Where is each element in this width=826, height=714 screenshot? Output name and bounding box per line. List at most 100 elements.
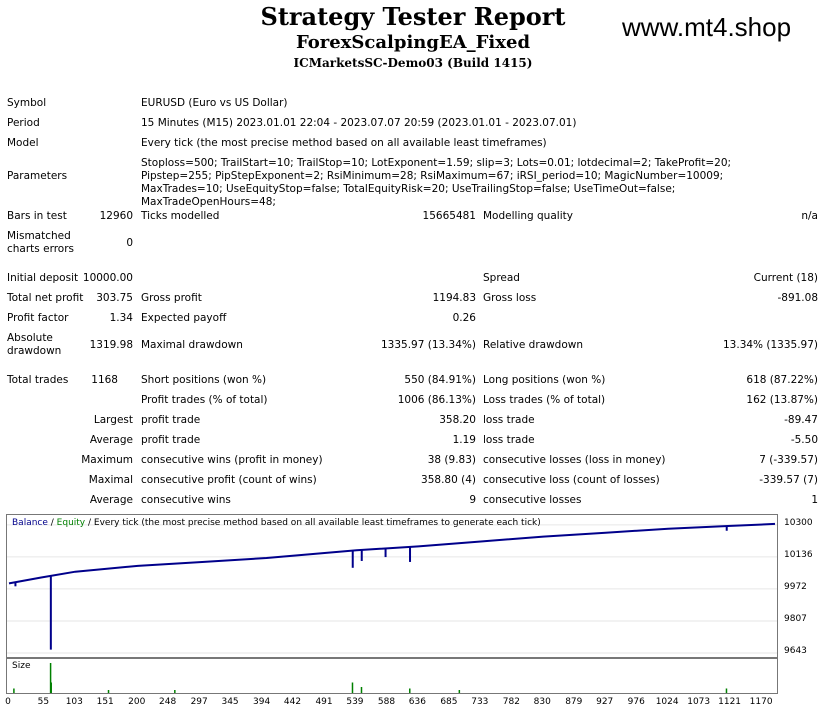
x-tick-label: 0: [5, 697, 11, 707]
y-tick-label: 9972: [784, 581, 807, 592]
x-tick-label: 782: [502, 697, 520, 707]
x-tick-label: 976: [627, 697, 645, 707]
ptrades-label: Profit trades (% of total): [141, 394, 268, 406]
bars-label: Bars in test: [7, 210, 67, 222]
legend-model: / Every tick (the most precise method ba…: [85, 518, 541, 528]
size-bar: [458, 690, 461, 693]
maxwins-value: 38 (9.83): [427, 454, 476, 466]
avglosses-label: consecutive losses: [483, 494, 582, 506]
expected-value: 0.26: [452, 312, 476, 324]
short-label: Short positions (won %): [141, 374, 267, 386]
ticks-value: 15665481: [422, 210, 476, 222]
x-tick-label: 297: [190, 697, 208, 707]
reldd-value: 13.34% (1335.97): [723, 339, 818, 351]
y-tick-label: 9643: [784, 646, 807, 656]
x-tick-label: 927: [596, 697, 614, 707]
maxdd-value: 1335.97 (13.34%): [381, 339, 476, 351]
trades-value: 1168: [91, 374, 118, 386]
largest-label: Largest: [93, 414, 133, 426]
parameters-value: Stoploss=500; TrailStart=10; TrailStop=1…: [141, 157, 732, 208]
maxwins-label: consecutive wins (profit in money): [141, 454, 323, 466]
x-tick-label: 879: [565, 697, 583, 707]
long-label: Long positions (won %): [483, 374, 606, 386]
maxloss-value: -339.57 (7): [759, 474, 818, 486]
x-tick-label: 830: [533, 697, 551, 707]
largest-loss-label: loss trade: [483, 414, 535, 426]
x-tick-label: 55: [37, 697, 50, 707]
size-bar: [409, 688, 411, 693]
netprofit-value: 303.75: [96, 292, 133, 304]
short-value: 550 (84.91%): [404, 374, 476, 386]
maxloss-label: consecutive loss (count of losses): [483, 474, 660, 486]
grossprofit-label: Gross profit: [141, 292, 202, 304]
report-title: Strategy Tester Report: [260, 2, 566, 31]
quality-label: Modelling quality: [483, 210, 573, 222]
x-tick-label: 394: [253, 697, 271, 707]
expected-label: Expected payoff: [141, 312, 227, 324]
largest-loss-value: -89.47: [784, 414, 818, 426]
x-tick-label: 200: [128, 697, 146, 707]
maxprofit-label: consecutive profit (count of wins): [141, 474, 317, 486]
size-bar: [725, 688, 728, 693]
trades-label: Total trades: [7, 374, 69, 386]
symbol-label: Symbol: [7, 97, 47, 109]
legend-balance: Balance: [12, 518, 48, 528]
avglosses-value: 1: [811, 494, 818, 506]
spread-value: Current (18): [753, 272, 818, 284]
ltrades-label: Loss trades (% of total): [483, 394, 606, 406]
grossprofit-value: 1194.83: [432, 292, 476, 304]
size-chart-svg: [13, 663, 728, 693]
x-tick-label: 345: [221, 697, 239, 707]
x-tick-label: 1170: [749, 697, 773, 707]
size-bar: [50, 682, 52, 693]
maxprofit-value: 358.80 (4): [421, 474, 476, 486]
chart-legend: Balance / Equity / Every tick (the most …: [12, 518, 541, 528]
maxdd-label: Maximal drawdown: [141, 339, 243, 351]
quality-value: n/a: [801, 210, 818, 222]
largest-profit-label: profit trade: [141, 414, 201, 426]
x-tick-label: 588: [377, 697, 396, 707]
average-label: Average: [89, 434, 133, 446]
ticks-label: Ticks modelled: [141, 210, 220, 222]
netprofit-label: Total net profit: [7, 292, 84, 304]
spread-label: Spread: [483, 272, 520, 284]
average-loss-label: loss trade: [483, 434, 535, 446]
x-tick-label: 733: [471, 697, 489, 707]
symbol-value: EURUSD (Euro vs US Dollar): [141, 97, 288, 109]
x-tick-label: 442: [283, 697, 302, 707]
size-label: Size: [12, 661, 31, 671]
size-bar: [360, 687, 363, 693]
profitfactor-value: 1.34: [109, 312, 133, 324]
size-bar: [107, 690, 110, 693]
y-tick-label: 10300: [784, 517, 813, 528]
grossloss-value: -891.08: [777, 292, 818, 304]
x-tick-label: 1024: [655, 697, 679, 707]
long-value: 618 (87.22%): [746, 374, 818, 386]
reldd-label: Relative drawdown: [483, 339, 584, 351]
ptrades-value: 1006 (86.13%): [397, 394, 476, 406]
mismatch-label: Mismatched charts errors: [7, 230, 74, 255]
size-chart: Size: [6, 658, 778, 694]
x-tick-label: 103: [65, 697, 83, 707]
server-build: ICMarketsSC-Demo03 (Build 1415): [293, 56, 533, 70]
model-value: Every tick (the most precise method base…: [141, 137, 547, 149]
size-bar: [174, 690, 176, 693]
legend-equity: Equity: [56, 518, 86, 528]
profitfactor-label: Profit factor: [7, 312, 69, 324]
grossloss-label: Gross loss: [483, 292, 537, 304]
balance-chart-svg: [7, 522, 777, 654]
average-profit-value: 1.19: [452, 434, 476, 446]
x-tick-label: 685: [440, 697, 458, 707]
maxlosses-label: consecutive losses (loss in money): [483, 454, 666, 466]
average-profit-label: profit trade: [141, 434, 201, 446]
y-tick-label: 9807: [784, 614, 807, 625]
avgwins-label: consecutive wins: [141, 494, 231, 506]
model-label: Model: [7, 137, 39, 149]
parameters-label: Parameters: [7, 170, 68, 182]
x-tick-label: 539: [346, 697, 364, 707]
average-loss-value: -5.50: [790, 434, 818, 446]
avgwins-value: 9: [469, 494, 476, 506]
balance-line: [8, 522, 776, 585]
period-label: Period: [7, 117, 40, 129]
size-bar: [49, 663, 52, 693]
